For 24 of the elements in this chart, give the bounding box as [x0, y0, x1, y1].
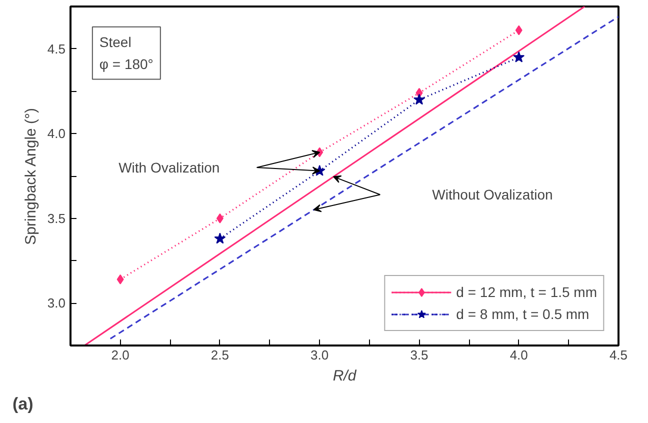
- point: [216, 213, 224, 224]
- legend-label: d = 12 mm, t = 1.5 mm: [456, 284, 597, 300]
- point: [413, 94, 425, 105]
- y-tick-label: 4.5: [47, 41, 66, 56]
- y-tick-label: 3.5: [47, 210, 66, 226]
- legend-label: d = 8 mm, t = 0.5 mm: [456, 306, 590, 322]
- y-tick-label: 4.0: [47, 126, 66, 142]
- point: [214, 232, 226, 244]
- point: [116, 274, 124, 284]
- y-axis-title: Springback Angle (°): [22, 108, 40, 245]
- point: [513, 51, 525, 62]
- y-tick-label: 3.0: [47, 296, 66, 311]
- point: [515, 25, 522, 36]
- x-tick-label: 2.0: [111, 348, 130, 362]
- x-tick-label: 3.0: [310, 348, 329, 362]
- x-tick-label: 4.0: [510, 348, 528, 362]
- annotation: Steel φ = 180°: [99, 34, 154, 72]
- x-axis-title: R/d: [332, 368, 357, 384]
- x-tick-label: 3.5: [410, 348, 428, 362]
- annotation: Without Ovalization: [432, 186, 553, 203]
- x-tick-label: 4.5: [609, 348, 628, 362]
- text: (a): [12, 394, 34, 414]
- annotation: With Ovalization: [118, 160, 220, 176]
- x-tick-label: 2.5: [210, 348, 229, 362]
